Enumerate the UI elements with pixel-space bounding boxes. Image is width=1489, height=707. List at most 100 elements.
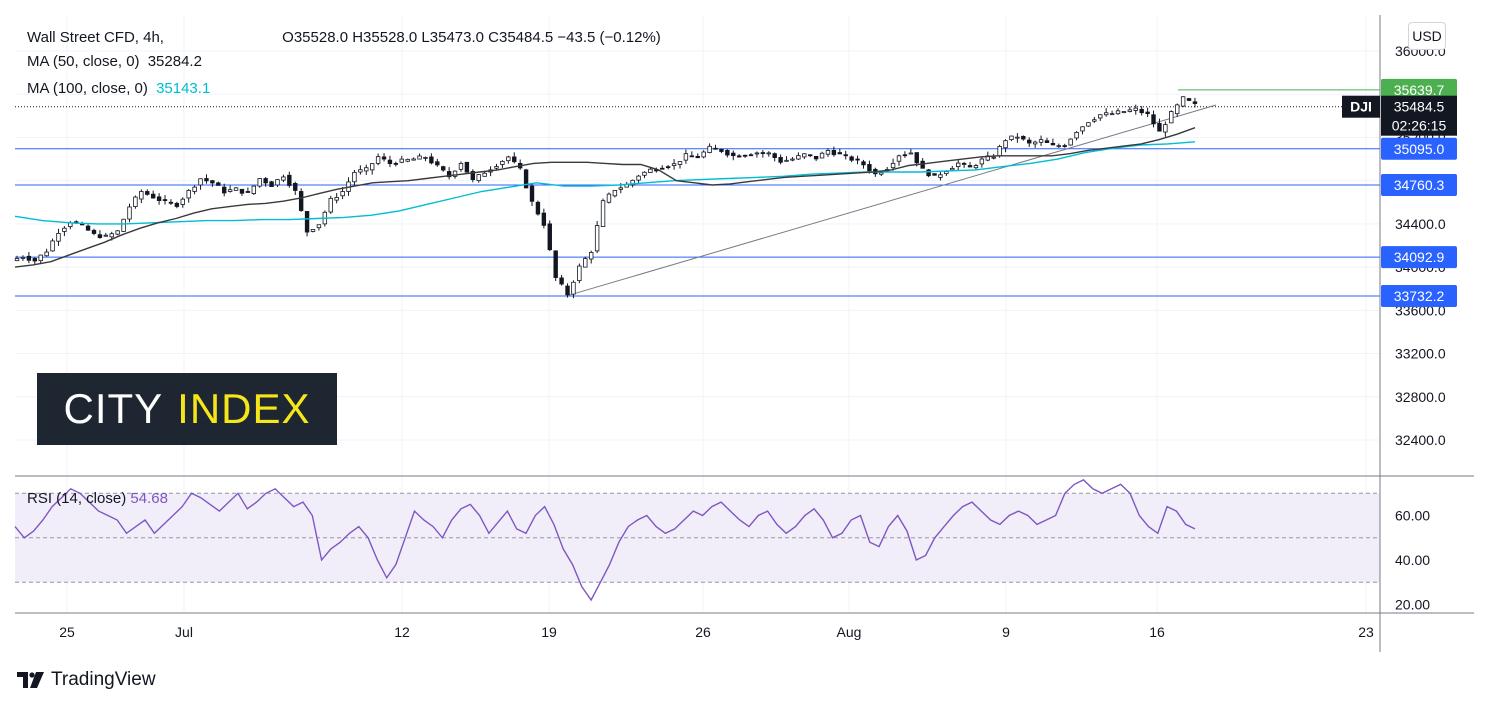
candle-body [955,162,961,168]
candle-body [180,198,185,205]
candle-body [1021,135,1026,140]
candle-body [512,156,517,163]
candle-body [334,197,339,201]
candle-body [879,172,884,175]
candle-body [1098,114,1103,119]
legend-ma50-row[interactable]: MA (50, close, 0) 35284.2 [27,53,206,70]
candle-body [683,153,689,161]
candle-body [358,169,363,173]
candle-body [589,252,594,260]
candle-body [742,154,748,157]
candle-body [364,167,369,172]
candle-body [1074,131,1079,139]
logo-text-index: INDEX [177,385,311,432]
candle-body [38,254,43,262]
candle-body [14,258,20,262]
price-tick-label: 33200.0 [1395,346,1446,362]
legend-ma100-row[interactable]: MA (100, close, 0) 35143.1 [27,80,214,97]
candle-body [470,171,476,181]
candle-body [565,285,570,296]
candle-body [1038,139,1044,143]
level-tag-label: 34092.9 [1394,249,1445,265]
candle-body [648,168,653,173]
candle-body [660,167,665,170]
candle-body [145,191,150,195]
candle-body [1175,104,1180,115]
candle-body [1027,139,1032,144]
rsi-tick-label: 60.00 [1395,508,1430,524]
candle-body [233,187,239,191]
candle-body [618,187,623,190]
candle-body [529,185,535,202]
candle-body [808,154,813,157]
tradingview-logo-icon [17,672,44,688]
candle-body [961,162,967,165]
candle-body [222,186,227,194]
legend-rsi-row[interactable]: RSI (14, close) 54.68 [27,490,168,507]
candle-body [748,154,754,157]
candle-body [938,174,943,178]
time-tick-label: 12 [394,624,410,640]
candle-body [719,148,724,152]
candle-body [636,175,641,181]
candle-body [310,229,316,232]
candle-body [1103,112,1109,116]
candle-body [677,161,683,165]
candle-body [541,212,547,226]
candle-body [429,156,434,164]
candle-body [381,156,387,160]
candle-body [920,160,925,169]
candle-body [1109,113,1115,116]
ma100-line [14,141,1196,225]
candle-body [298,191,304,211]
legend-symbol-row: Wall Street CFD, 4h, O35528.0 H35528.0 L… [27,29,665,46]
candle-body [754,152,760,155]
candle-body [1044,140,1050,143]
symbol-title[interactable]: Wall Street CFD, 4h, [27,29,164,46]
candle-body [435,161,440,166]
candle-body [91,229,97,234]
candle-body [784,159,789,162]
candle-body [600,200,606,227]
candle-body [216,182,221,186]
candle-body [1015,136,1020,139]
candle-body [109,233,114,238]
ma100-value: 35143.1 [156,80,211,97]
candle-body [411,158,416,161]
candle-body [819,152,825,159]
candle-body [701,151,706,158]
support-trendline [568,104,1217,296]
candle-body [417,155,422,160]
candle-body [1092,119,1097,122]
level-tag-label: 33732.2 [1394,288,1445,304]
candle-body [802,153,807,158]
candle-body [695,155,700,159]
candle-body [736,155,742,158]
level-tag [1381,137,1457,160]
candle-body [482,172,487,177]
candle-body [1050,142,1056,146]
candle-body [535,201,541,215]
level-tag [1381,78,1457,101]
ma50-value: 35284.2 [147,53,202,70]
candle-body [304,211,310,233]
candle-body [849,156,854,161]
candle-body [766,152,771,155]
candle-body [571,281,576,295]
candle-body [671,163,677,166]
candle-body [1115,110,1121,115]
candle-body [547,223,552,251]
candle-body [890,162,896,169]
ohlc-values: O35528.0 H35528.0 L35473.0 C35484.5 −43.… [282,29,661,46]
candle-body [914,152,919,164]
tradingview-brand[interactable]: TradingView [17,669,156,691]
candle-body [665,166,671,169]
candle-body [1180,96,1186,107]
currency-button[interactable]: USD [1408,22,1446,50]
candle-body [790,158,795,161]
candle-body [186,190,191,199]
candle-body [44,251,49,257]
countdown-label: 02:26:15 [1392,118,1447,134]
candle-body [772,153,777,158]
